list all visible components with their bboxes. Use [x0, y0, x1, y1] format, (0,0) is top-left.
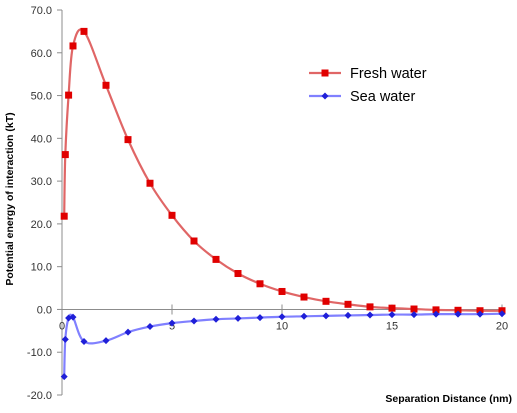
x-tick-label: 20: [496, 320, 508, 332]
y-tick-label: -20.0: [27, 390, 52, 402]
legend: Fresh water Sea water: [309, 66, 427, 105]
sea-water-point: [69, 313, 77, 321]
legend-label: Fresh water: [350, 66, 427, 82]
sea-water-point: [498, 310, 506, 318]
fresh-water-point: [322, 297, 330, 305]
x-tick-label: 0: [59, 320, 65, 332]
legend-swatch-marker: [321, 92, 329, 100]
sea-water-point: [80, 338, 88, 346]
fresh-water-point: [454, 306, 462, 314]
fresh-water-point: [69, 42, 77, 50]
fresh-water-point: [190, 237, 198, 245]
fresh-water-point: [432, 306, 440, 314]
fresh-water-point: [388, 304, 396, 312]
y-tick-label: 70.0: [31, 5, 52, 17]
fresh-water-line: [63, 28, 503, 312]
series-layer: [60, 27, 506, 381]
fresh-water-point: [344, 300, 352, 308]
x-tick-label: 15: [386, 320, 398, 332]
sea-water-point: [234, 314, 242, 322]
axes: 70.0 60.0 50.0 40.0 30.0 20.0 10.0 0.0 -10.0 -20.…: [27, 5, 508, 402]
y-tick-label: 20.0: [31, 219, 52, 231]
fresh-water-point: [212, 255, 220, 263]
fresh-water-point: [410, 305, 418, 313]
y-axis-title: Potential energy of interaction (kT): [4, 112, 16, 285]
sea-water-point: [344, 311, 352, 319]
sea-water-point: [388, 311, 396, 319]
sea-water-point: [432, 310, 440, 318]
sea-water-point: [410, 311, 418, 319]
fresh-water-point: [168, 211, 176, 219]
sea-water-point: [454, 310, 462, 318]
legend-item-fresh-water: Fresh water: [309, 66, 427, 82]
legend-swatch-marker: [321, 69, 329, 77]
sea-water-point: [146, 323, 154, 331]
sea-water-point: [60, 373, 68, 381]
fresh-water-point: [80, 27, 88, 35]
y-tick-label: 30.0: [31, 176, 52, 188]
sea-water-point: [278, 313, 286, 321]
sea-water-point: [212, 315, 220, 323]
y-tick-label: -10.0: [27, 347, 52, 359]
fresh-water-point: [65, 91, 73, 99]
sea-water-point: [102, 337, 110, 345]
fresh-water-point: [234, 270, 242, 278]
sea-water-point: [190, 317, 198, 325]
sea-water-point: [65, 314, 73, 322]
y-tick-label: 0.0: [37, 304, 52, 316]
fresh-water-point: [61, 151, 69, 159]
sea-water-point: [322, 312, 330, 320]
series-fresh-water: [60, 27, 506, 315]
y-tick-label: 40.0: [31, 133, 52, 145]
sea-water-point: [476, 310, 484, 318]
sea-water-point: [61, 335, 69, 343]
x-tick-label: 10: [276, 320, 288, 332]
fresh-water-point: [278, 287, 286, 295]
series-sea-water: [60, 310, 506, 381]
legend-item-sea-water: Sea water: [309, 89, 415, 105]
x-axis-title: Separation Distance (nm): [385, 393, 512, 405]
y-tick-label: 10.0: [31, 262, 52, 274]
legend-label: Sea water: [350, 89, 415, 105]
sea-water-point: [168, 319, 176, 327]
sea-water-point: [124, 328, 132, 336]
fresh-water-point: [256, 280, 264, 288]
y-tick-label: 60.0: [31, 48, 52, 60]
sea-water-point: [256, 314, 264, 322]
fresh-water-point: [102, 81, 110, 89]
fresh-water-point: [146, 179, 154, 187]
fresh-water-point: [366, 303, 374, 311]
sea-water-point: [300, 312, 308, 320]
fresh-water-point: [124, 136, 132, 144]
fresh-water-point: [60, 212, 68, 220]
sea-water-point: [366, 311, 374, 319]
y-tick-label: 50.0: [31, 91, 52, 103]
fresh-water-point: [300, 293, 308, 301]
